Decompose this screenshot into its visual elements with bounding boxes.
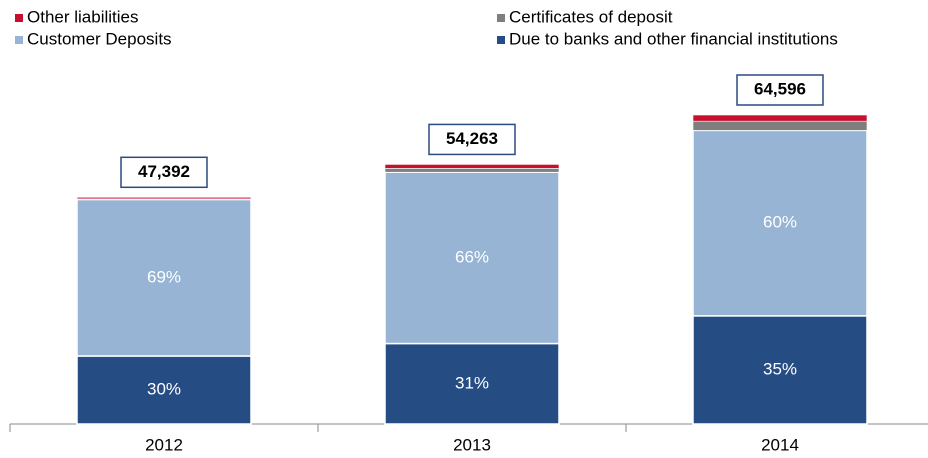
bar-segment <box>384 171 560 345</box>
total-label: 54,263 <box>446 129 498 148</box>
legend-swatch <box>15 36 23 44</box>
legend-swatch <box>15 14 23 22</box>
total-box <box>736 74 824 106</box>
segment-label: 60% <box>763 213 797 232</box>
segment-label: 35% <box>763 359 797 378</box>
bar-segment <box>692 114 868 122</box>
bar-segment <box>692 315 868 425</box>
segment-label: 31% <box>455 373 489 392</box>
legend-label: Certificates of deposit <box>509 7 673 26</box>
legend-swatch <box>497 36 505 44</box>
bar-segment <box>692 120 868 131</box>
bar-segment <box>76 196 252 200</box>
segment-label: 30% <box>147 379 181 398</box>
bar-segment <box>384 168 560 173</box>
legend-label: Customer Deposits <box>27 29 172 48</box>
x-tick-label: 2012 <box>145 435 183 454</box>
total-label: 47,392 <box>138 162 190 181</box>
legend-label: Other liabilities <box>27 7 139 26</box>
legend-swatch <box>497 14 505 22</box>
total-box <box>428 123 516 156</box>
legend-label: Due to banks and other financial institu… <box>509 29 838 48</box>
bar-segment <box>384 342 560 425</box>
segment-label: 69% <box>147 267 181 286</box>
x-tick-label: 2014 <box>761 435 799 454</box>
x-tick-label: 2013 <box>453 435 491 454</box>
bar-segment <box>692 129 868 317</box>
bar-segment <box>76 198 252 357</box>
bar-segment <box>76 355 252 425</box>
total-label: 64,596 <box>754 79 806 98</box>
bar-segment <box>384 164 560 169</box>
segment-label: 66% <box>455 247 489 266</box>
total-box <box>120 156 208 189</box>
